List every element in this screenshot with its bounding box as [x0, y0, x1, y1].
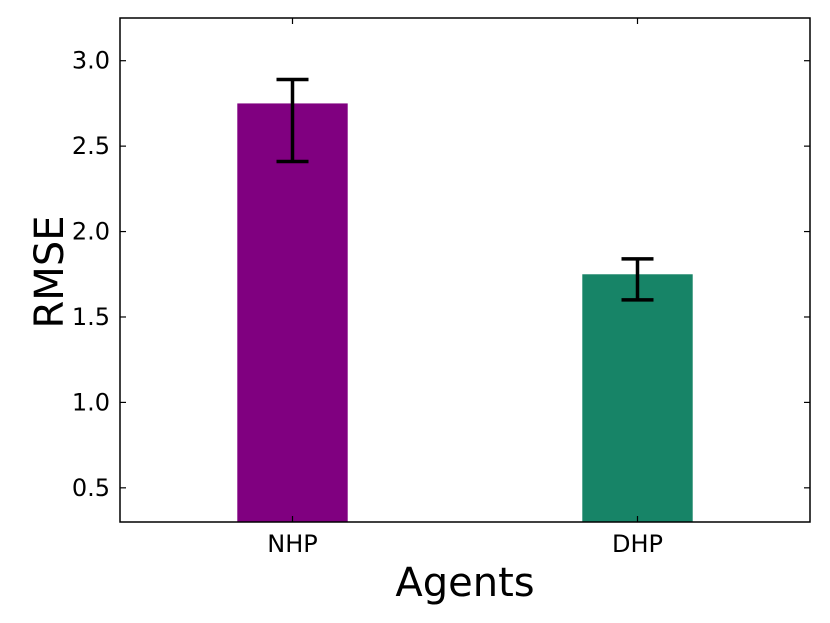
- x-axis-title: Agents: [395, 560, 534, 606]
- y-tick-label: 3.0: [72, 47, 110, 75]
- y-tick-label: 2.5: [72, 132, 110, 160]
- y-ticks-group: 0.5 1.0 1.5 2.0 2.5 3.0: [72, 47, 810, 502]
- y-tick-label: 0.5: [72, 474, 110, 502]
- bars-group: [237, 103, 693, 522]
- errorbars-group: [276, 77, 654, 302]
- bar-nhp: [237, 103, 348, 522]
- y-tick-label: 2.0: [72, 218, 110, 246]
- y-axis-title: RMSE: [27, 216, 73, 329]
- x-tick-label: NHP: [267, 530, 317, 558]
- y-tick-label: 1.5: [72, 303, 110, 331]
- bar-dhp: [582, 274, 693, 522]
- x-tick-label: DHP: [612, 530, 663, 558]
- y-tick-label: 1.0: [72, 388, 110, 416]
- plot-frame: [119, 17, 811, 523]
- x-ticks-group: NHP DHP: [267, 18, 663, 558]
